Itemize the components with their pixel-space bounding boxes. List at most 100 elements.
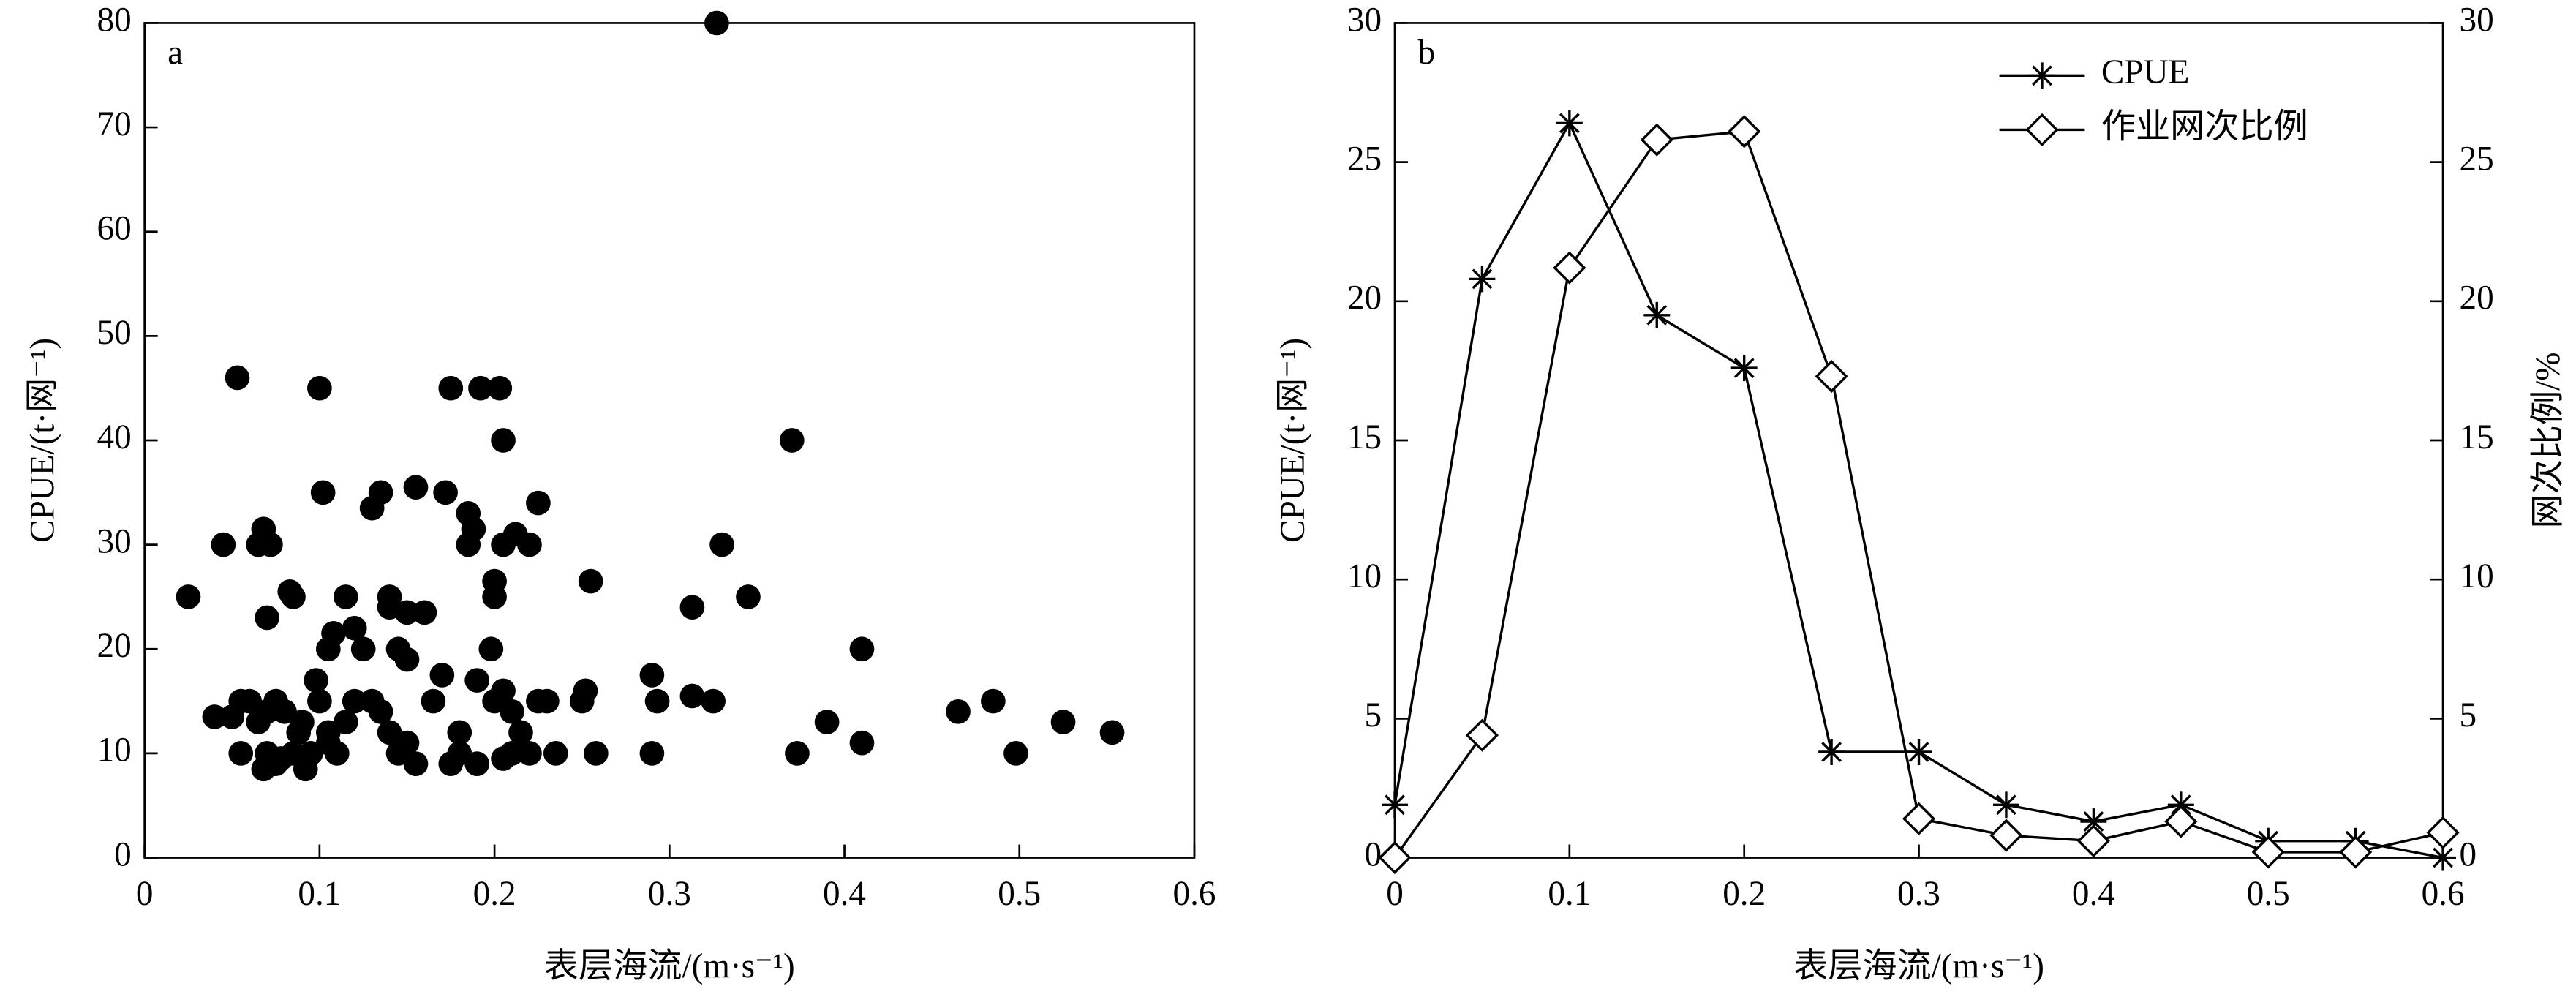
y2-tick-label: 0	[2460, 835, 2477, 873]
scatter-point	[307, 688, 332, 714]
scatter-point	[403, 475, 429, 500]
marker-shape	[1640, 123, 1673, 157]
scatter-point	[849, 636, 875, 662]
marker-stroke	[1996, 794, 2016, 816]
marker	[2251, 835, 2285, 869]
marker	[1905, 739, 1932, 765]
scatter-point	[701, 688, 726, 714]
scatter-point	[679, 595, 705, 620]
scatter-point	[368, 699, 393, 724]
marker-stroke	[1385, 794, 1405, 816]
scatter-point	[429, 663, 455, 688]
y-axis-label: CPUE/(t·网⁻¹)	[1274, 338, 1312, 543]
scatter-point	[333, 710, 358, 734]
marker-shape	[1902, 802, 1936, 835]
marker-shape	[2339, 835, 2373, 869]
x-tick-label: 0.5	[998, 875, 1041, 913]
scatter-point	[578, 568, 603, 594]
marker	[1728, 115, 1761, 148]
marker	[1815, 359, 1848, 394]
scatter-point	[333, 584, 358, 609]
scatter-point	[281, 584, 306, 609]
marker-shape	[1553, 251, 1586, 285]
x-tick-label: 0.1	[298, 875, 341, 913]
x-tick-label: 0.4	[2072, 875, 2115, 913]
y-tick-label: 0	[1364, 835, 1382, 873]
marker	[1992, 791, 2019, 819]
scatter-point	[350, 636, 376, 662]
scatter-point	[517, 532, 542, 557]
scatter-point	[403, 751, 429, 776]
scatter-point	[438, 375, 464, 401]
scatter-point	[709, 532, 734, 557]
marker-shape	[1989, 819, 2023, 852]
scatter-point	[573, 678, 598, 704]
marker-shape	[1815, 359, 1848, 394]
plot-frame	[1393, 22, 2444, 859]
scatter-point	[583, 741, 609, 766]
scatter-point	[225, 365, 250, 391]
scatter-point	[1003, 741, 1028, 766]
scatter-point	[304, 668, 328, 693]
x-tick-label: 0.6	[2422, 875, 2465, 913]
marker	[2029, 62, 2055, 89]
x-tick-label: 0	[1386, 875, 1404, 913]
scatter-point	[508, 720, 533, 745]
panel-label: b	[1417, 34, 1435, 72]
scatter-point	[1050, 710, 1076, 734]
scatter-point	[321, 621, 346, 646]
x-axis-label: 表层海流/(m·s⁻¹)	[1793, 947, 2044, 985]
x-tick-label: 0	[136, 875, 154, 913]
scatter-point	[543, 741, 568, 766]
scatter-point	[447, 720, 472, 745]
y-tick-label: 0	[114, 835, 132, 873]
x-tick-label: 0.2	[1722, 875, 1766, 913]
scatter-point	[785, 741, 810, 766]
scatter-point	[394, 730, 420, 756]
scatter-point	[478, 636, 504, 662]
legend-label: 作业网次比例	[2101, 108, 2308, 146]
marker-shape	[2251, 835, 2285, 869]
marker	[2164, 805, 2198, 838]
y-tick-label: 20	[97, 627, 132, 665]
scatter-point	[491, 678, 516, 704]
scatter-point	[814, 710, 840, 734]
marker	[1643, 301, 1671, 328]
y-tick-label: 50	[97, 314, 132, 352]
scatter-point	[433, 480, 458, 505]
scatter-point	[176, 584, 201, 609]
panel-label: a	[167, 34, 183, 72]
scatter-point	[1099, 720, 1125, 745]
marker-stroke	[1821, 742, 1842, 762]
marker	[1469, 266, 1496, 293]
y-tick-label: 25	[1347, 140, 1382, 178]
scatter-point	[211, 532, 236, 557]
marker	[2339, 835, 2373, 869]
scatter-point	[517, 741, 542, 766]
x-tick-label: 0.3	[1897, 875, 1940, 913]
scatter-point	[644, 688, 670, 714]
scatter-point	[535, 688, 560, 714]
scatter-point	[491, 428, 516, 453]
marker	[1730, 355, 1758, 382]
scatter-point	[679, 683, 705, 709]
scatter-point	[639, 741, 665, 766]
scatter-point	[981, 688, 1006, 714]
scatter-point	[394, 600, 420, 625]
scatter-point	[412, 600, 437, 625]
marker-shape	[2426, 816, 2460, 849]
marker-stroke	[2032, 65, 2052, 86]
marker-stroke	[2170, 794, 2191, 816]
x-tick-label: 0.3	[648, 875, 691, 913]
x-tick-label: 0.6	[1172, 875, 1216, 913]
y2-axis-label: 网次比例/%	[2529, 352, 2567, 528]
scatter-point	[394, 647, 420, 672]
marker-stroke	[1733, 358, 1755, 378]
x-axis-label: 表层海流/(m·s⁻¹)	[544, 947, 795, 985]
legend-label: CPUE	[2101, 53, 2190, 91]
marker	[1989, 819, 2023, 852]
scatter-point	[849, 730, 875, 756]
marker-shape	[2164, 805, 2198, 838]
scatter-point	[310, 480, 336, 505]
